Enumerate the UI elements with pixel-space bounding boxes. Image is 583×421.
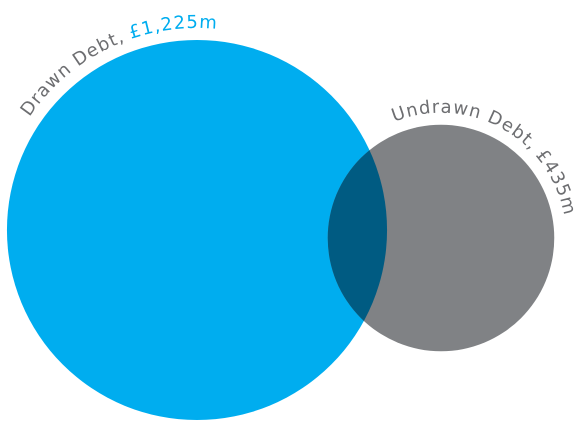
circle: [6, 39, 388, 421]
label-value: £1,225m: [126, 12, 218, 44]
circles: [6, 39, 555, 421]
circle: [327, 124, 555, 352]
